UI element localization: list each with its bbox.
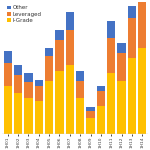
- Bar: [128, 58, 136, 134]
- Bar: [97, 106, 105, 134]
- Bar: [66, 12, 74, 30]
- Bar: [14, 65, 22, 75]
- Bar: [97, 91, 105, 106]
- Bar: [34, 80, 43, 86]
- Bar: [117, 43, 126, 53]
- Bar: [34, 86, 43, 101]
- Bar: [107, 74, 116, 134]
- Bar: [76, 71, 84, 81]
- Bar: [86, 118, 95, 134]
- Bar: [138, 0, 146, 1]
- Bar: [128, 18, 136, 58]
- Bar: [55, 30, 64, 40]
- Bar: [4, 63, 12, 86]
- Bar: [138, 1, 146, 48]
- Bar: [24, 98, 33, 134]
- Bar: [107, 21, 116, 38]
- Bar: [45, 81, 53, 134]
- Bar: [34, 101, 43, 134]
- Bar: [14, 75, 22, 93]
- Bar: [86, 111, 95, 118]
- Bar: [55, 40, 64, 71]
- Bar: [45, 56, 53, 81]
- Bar: [128, 6, 136, 18]
- Bar: [24, 74, 33, 82]
- Bar: [45, 48, 53, 56]
- Bar: [76, 98, 84, 134]
- Bar: [4, 51, 12, 63]
- Bar: [66, 30, 74, 65]
- Bar: [117, 81, 126, 134]
- Bar: [117, 53, 126, 81]
- Bar: [4, 86, 12, 134]
- Bar: [76, 81, 84, 98]
- Bar: [14, 93, 22, 134]
- Bar: [24, 82, 33, 98]
- Bar: [97, 86, 105, 91]
- Legend: Other, Leveraged, I-Grade: Other, Leveraged, I-Grade: [6, 5, 43, 24]
- Bar: [55, 71, 64, 134]
- Bar: [66, 65, 74, 134]
- Bar: [107, 38, 116, 74]
- Bar: [138, 48, 146, 134]
- Bar: [86, 107, 95, 111]
